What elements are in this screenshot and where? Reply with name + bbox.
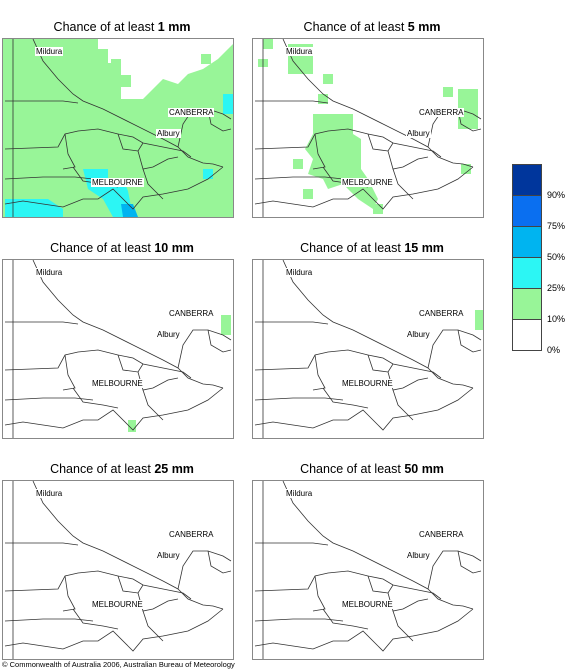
- city-label-melbourne: MELBOURNE: [91, 178, 144, 187]
- legend-swatch-10: [512, 289, 542, 320]
- legend-swatch-75: [512, 196, 542, 227]
- city-label-mildura: Mildura: [285, 268, 314, 277]
- city-label-mildura: Mildura: [35, 489, 64, 498]
- map-shading: [254, 481, 482, 659]
- legend-label: 10%: [547, 314, 566, 324]
- map-shading: [254, 39, 482, 217]
- city-label-albury: Albury: [156, 330, 181, 339]
- city-label-canberra: CANBERRA: [168, 530, 215, 539]
- legend-swatch-25: [512, 258, 542, 289]
- city-label-albury: Albury: [156, 551, 181, 560]
- legend-label: 90%: [547, 190, 566, 200]
- city-label-melbourne: MELBOURNE: [341, 178, 394, 187]
- city-label-mildura: Mildura: [285, 489, 314, 498]
- panel-title: Chance of at least 10 mm: [50, 241, 194, 255]
- legend-label: 75%: [547, 221, 566, 231]
- panel-title: Chance of at least 15 mm: [300, 241, 444, 255]
- map-shading: [4, 481, 232, 659]
- rainfall-map: Mildura CANBERRA Albury MELBOURNE: [2, 259, 234, 439]
- map-shading: [4, 260, 232, 438]
- map-shading: [3, 39, 233, 217]
- city-label-canberra: CANBERRA: [418, 530, 465, 539]
- city-label-mildura: Mildura: [35, 47, 64, 56]
- city-label-canberra: CANBERRA: [418, 309, 465, 318]
- legend-swatch-0: [512, 320, 542, 351]
- rainfall-map: Mildura CANBERRA Albury MELBOURNE: [252, 480, 484, 660]
- city-label-canberra: CANBERRA: [418, 108, 465, 117]
- legend-label: 25%: [547, 283, 566, 293]
- legend-label: 0%: [547, 345, 561, 355]
- panel-title: Chance of at least 1 mm: [53, 20, 191, 34]
- panel-title: Chance of at least 5 mm: [303, 20, 441, 34]
- legend-swatch-90: [512, 164, 542, 196]
- panel-title: Chance of at least 25 mm: [50, 462, 194, 476]
- rainfall-map: Mildura CANBERRA Albury MELBOURNE: [252, 259, 484, 439]
- rainfall-map: Mildura CANBERRA Albury MELBOURNE: [2, 38, 234, 218]
- legend-label: 50%: [547, 252, 566, 262]
- city-label-albury: Albury: [156, 129, 181, 138]
- probability-legend: 90% 75% 50% 25% 10% 0%: [512, 164, 565, 355]
- city-label-canberra: CANBERRA: [168, 309, 215, 318]
- city-label-melbourne: MELBOURNE: [341, 379, 394, 388]
- city-label-mildura: Mildura: [35, 268, 64, 277]
- panel-title: Chance of at least 50 mm: [300, 462, 444, 476]
- city-label-melbourne: MELBOURNE: [341, 600, 394, 609]
- city-label-albury: Albury: [406, 330, 431, 339]
- city-label-albury: Albury: [406, 551, 431, 560]
- city-label-albury: Albury: [406, 129, 431, 138]
- city-label-mildura: Mildura: [285, 47, 314, 56]
- rainfall-map: Mildura CANBERRA Albury MELBOURNE: [2, 480, 234, 660]
- map-shading: [254, 260, 483, 438]
- city-label-melbourne: MELBOURNE: [91, 379, 144, 388]
- legend-swatch-50: [512, 227, 542, 258]
- rainfall-map: Mildura CANBERRA Albury MELBOURNE: [252, 38, 484, 218]
- city-label-melbourne: MELBOURNE: [91, 600, 144, 609]
- city-label-canberra: CANBERRA: [168, 108, 215, 117]
- copyright-notice: © Commonwealth of Australia 2006, Austra…: [2, 660, 235, 669]
